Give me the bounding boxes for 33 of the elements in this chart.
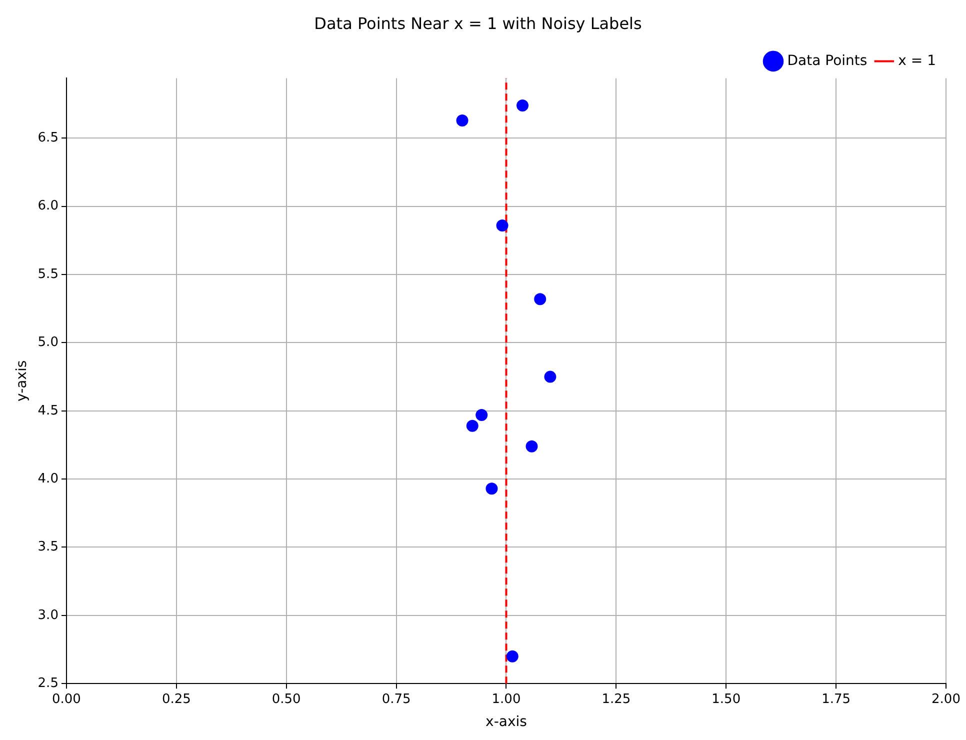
x-tick-label: 1.00 (492, 692, 521, 707)
x-tick-label: 1.75 (822, 692, 851, 707)
chart-title: Data Points Near x = 1 with Noisy Labels (314, 14, 642, 33)
y-tick-label: 6.0 (38, 198, 58, 214)
y-tick-label: 4.5 (38, 403, 58, 418)
x-tick-label: 0.00 (52, 692, 81, 707)
y-tick-label: 6.5 (38, 130, 58, 146)
point (466, 420, 478, 432)
y-tick-label: 4.0 (38, 471, 58, 486)
y-tick-label: 3.5 (38, 540, 58, 555)
point (526, 440, 538, 452)
point (544, 370, 556, 383)
point (496, 219, 508, 232)
point (486, 482, 498, 495)
y-tick-label: 2.5 (38, 676, 58, 691)
legend-label: x = 1 (898, 52, 936, 69)
point (476, 408, 488, 421)
x-tick-label: 1.50 (712, 692, 741, 707)
x-tick-label: 1.25 (602, 692, 631, 707)
x-tick-label: 0.75 (382, 692, 411, 707)
x-tick-label: 2.00 (932, 692, 960, 707)
y-axis-title: y-axis (14, 360, 30, 402)
y-tick-label: 5.0 (38, 335, 58, 350)
y-tick-label: 3.0 (38, 608, 58, 623)
y-tick-label: 5.5 (38, 266, 58, 282)
x-tick-label: 0.50 (272, 692, 301, 707)
point (516, 99, 529, 112)
x-axis-title: x-axis (486, 714, 527, 730)
point (456, 114, 468, 126)
point (506, 650, 518, 662)
legend-label: Data Points (787, 52, 868, 69)
x-tick-label: 0.25 (162, 692, 191, 707)
point (534, 293, 546, 306)
